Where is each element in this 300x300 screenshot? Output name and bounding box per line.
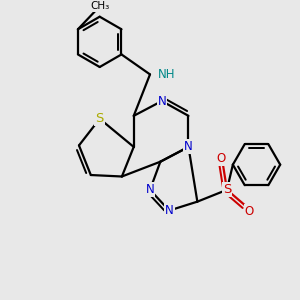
Text: O: O [216, 152, 226, 165]
Text: S: S [95, 112, 104, 125]
Text: N: N [184, 140, 193, 153]
Text: N: N [165, 204, 174, 217]
Text: O: O [244, 205, 254, 218]
Text: S: S [223, 183, 231, 196]
Text: CH₃: CH₃ [90, 1, 109, 11]
Text: NH: NH [158, 68, 176, 81]
Text: N: N [146, 183, 154, 196]
Text: N: N [158, 94, 166, 107]
